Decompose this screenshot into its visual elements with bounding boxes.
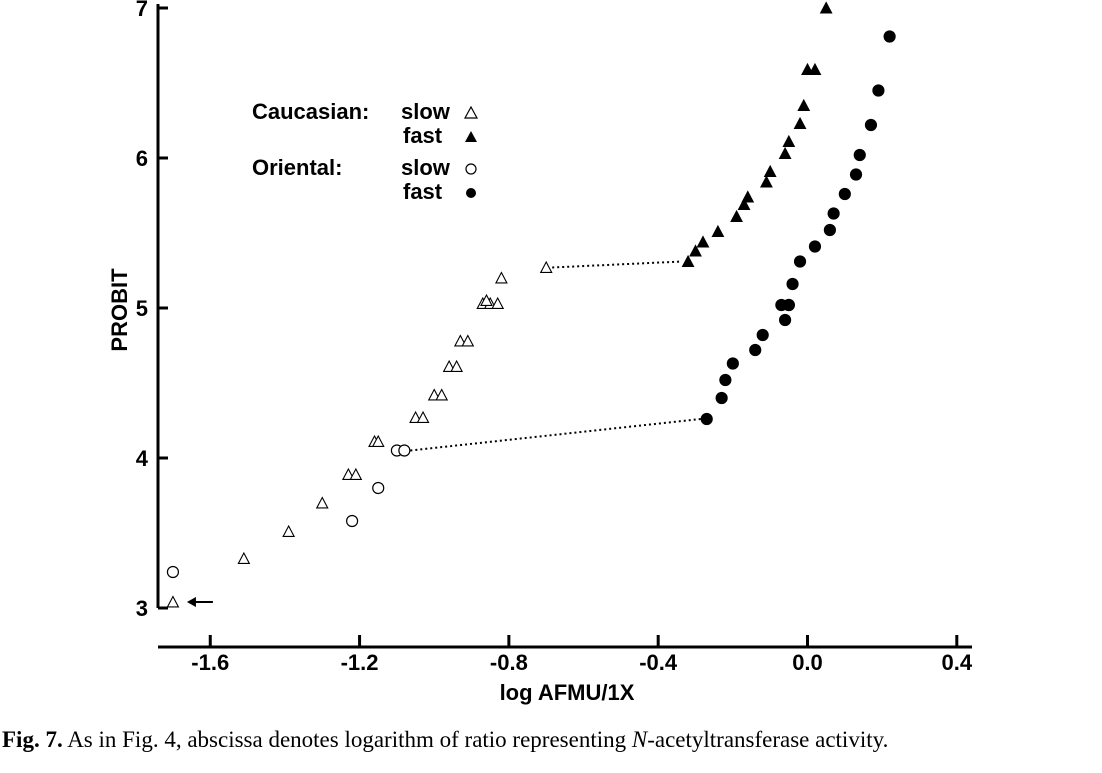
oriental-fast-point [827, 207, 840, 220]
caucasian-slow-point [491, 296, 505, 310]
y-tick-label: 7 [136, 0, 148, 21]
figure-caption: Fig. 7. As in Fig. 4, abscissa denotes l… [2, 727, 1098, 753]
oriental-slow-point [166, 565, 180, 579]
oriental-fast-point [726, 357, 739, 370]
caucasian-slow-point [315, 496, 329, 509]
caption-label: Fig. 7. [2, 727, 63, 752]
caucasian-fast-point [730, 209, 743, 222]
x-tick-label: 0.0 [792, 650, 823, 675]
y-tick-label: 5 [136, 296, 148, 321]
oriental-fast-point [700, 412, 713, 426]
oriental-fast-point [782, 298, 795, 312]
oriental-fast-point [778, 313, 792, 327]
legend-row-oriental-fast: fast [252, 178, 476, 206]
oriental-fast-point [872, 84, 885, 97]
caucasian-fast-point [737, 197, 751, 210]
chart-axes [156, 4, 972, 649]
oriental-fast-point [786, 277, 799, 291]
oriental-fast-point [793, 255, 807, 268]
y-tick-label: 3 [136, 596, 148, 621]
caucasian-fast-point [696, 235, 710, 248]
caucasian-fast-point [782, 134, 796, 147]
dotted-connectors [410, 260, 701, 452]
caucasian-slow-point [371, 434, 385, 448]
filled-triangle-icon [465, 131, 477, 142]
legend-row-caucasian-slow: Caucasian: slow [252, 98, 478, 126]
x-tick-label: -0.8 [490, 650, 528, 675]
oriental-fast-point [823, 223, 836, 237]
oriental-fast-point [719, 373, 732, 387]
tick-labels: 3 4 5 6 7 -1.6 -1.2 -0.8 -0.4 0.0 0.4 [136, 0, 973, 675]
legend-group-caucasian: Caucasian: [252, 99, 370, 124]
caucasian-fast-point [819, 1, 833, 14]
arrow-head [186, 597, 196, 607]
dotted-connector [552, 260, 683, 269]
arrow-annotation [186, 597, 213, 607]
oriental-fast-point [749, 343, 762, 357]
oriental-fast-point [808, 240, 822, 253]
caucasian-fast-point [763, 164, 777, 177]
caucasian-fast-point [797, 98, 811, 111]
oriental-fast-point [756, 328, 769, 342]
legend-slow-label: slow [401, 155, 450, 180]
caucasian-slow-point [349, 467, 363, 481]
x-tick-label: -1.2 [341, 650, 379, 675]
open-circle-icon [465, 163, 477, 175]
oriental-slow-point [398, 444, 411, 457]
caucasian-fast-point [793, 116, 807, 129]
caption-text-before: As in Fig. 4, abscissa denotes logarithm… [67, 727, 632, 752]
caucasian-slow-point [480, 293, 493, 307]
oriental-slow-point [346, 514, 359, 528]
data-marks [166, 1, 896, 608]
x-tick-label: -0.4 [639, 650, 678, 675]
caucasian-slow-point [435, 388, 449, 401]
caucasian-slow-point [166, 595, 180, 608]
caucasian-slow-point [282, 524, 296, 538]
oriental-fast-point [853, 148, 866, 162]
caucasian-fast-point [778, 146, 792, 159]
oriental-fast-point [864, 118, 878, 132]
caucasian-fast-point [741, 190, 755, 203]
caucasian-slow-point [450, 359, 464, 373]
oriental-fast-point [715, 391, 728, 405]
dotted-connector [410, 418, 701, 452]
legend-fast-label: fast [403, 123, 443, 148]
caucasian-slow-point [539, 260, 553, 274]
caucasian-fast-point [689, 244, 702, 257]
oriental-fast-point [838, 187, 851, 201]
open-triangle-icon [464, 106, 478, 119]
x-tick-label: 0.4 [942, 650, 973, 675]
filled-circle-icon [466, 188, 476, 198]
y-tick-label: 4 [136, 446, 149, 471]
legend-slow-label: slow [401, 99, 450, 124]
caption-text-after: -acetyltransferase activity. [647, 727, 889, 752]
oriental-fast-point [849, 168, 863, 181]
caucasian-slow-point [416, 410, 430, 424]
caucasian-fast-point [711, 224, 725, 237]
x-axis-label: log AFMU/1X [500, 680, 635, 705]
oriental-fast-point [883, 30, 896, 43]
x-tick-label: -1.6 [191, 650, 229, 675]
y-axis-label: PROBIT [107, 268, 132, 352]
y-tick-label: 6 [136, 146, 148, 171]
caucasian-slow-point [461, 334, 475, 347]
caucasian-fast-point [681, 254, 695, 268]
legend-row-caucasian-fast: fast [252, 122, 477, 150]
caucasian-fast-point [808, 62, 822, 75]
caption-italic: N [631, 727, 648, 752]
oriental-slow-point [372, 481, 385, 495]
legend-group-oriental: Oriental: [252, 155, 343, 180]
legend-row-oriental-slow: Oriental: slow [252, 154, 477, 182]
caucasian-slow-point [494, 271, 508, 284]
caucasian-slow-point [237, 551, 251, 565]
legend-fast-label: fast [403, 179, 443, 204]
caucasian-fast-point [760, 175, 773, 188]
